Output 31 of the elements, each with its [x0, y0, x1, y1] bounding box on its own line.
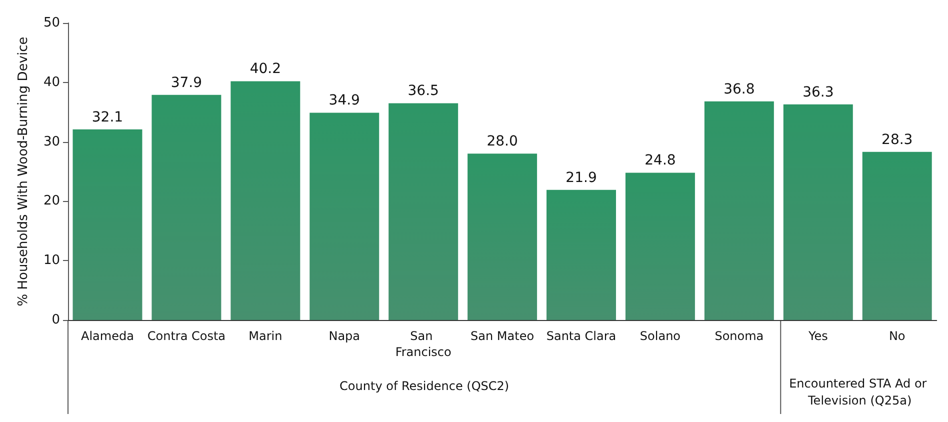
x-tick-label: San Mateo — [470, 329, 534, 343]
text: County of Residence (QSC2) — [340, 379, 510, 393]
data-label: 37.9 — [170, 74, 202, 91]
data-label: 36.8 — [724, 81, 755, 98]
y-tick-label: 30 — [43, 134, 60, 150]
x-tick-label: San Francisco — [395, 329, 452, 359]
data-label: 36.5 — [408, 83, 439, 100]
x-tick-label: Marin — [248, 329, 282, 343]
y-axis-title: % Households With Wood-Burning Device — [16, 36, 31, 306]
text: Encountered STA Ad or Television (Q25a) — [789, 376, 931, 408]
x-tick-label: Sonoma — [714, 329, 764, 343]
data-label: 40.2 — [250, 61, 281, 78]
x-tick-label: Napa — [328, 329, 360, 343]
x-tick-label: Yes — [807, 329, 828, 343]
data-label: 32.1 — [92, 109, 124, 126]
data-label: 36.3 — [802, 84, 834, 100]
data-label: 28.3 — [882, 132, 913, 148]
data-label: 28.0 — [486, 134, 518, 150]
x-tick-label: Contra Costa — [147, 329, 226, 343]
data-label: 21.9 — [566, 170, 597, 186]
x-tick-label: Solano — [640, 329, 681, 343]
x-tick-label: Alameda — [81, 329, 134, 343]
y-tick-label: 20 — [43, 194, 60, 209]
x-tick-label: No — [888, 329, 906, 343]
y-tick-label: 40 — [43, 74, 60, 90]
y-tick-label: 10 — [43, 253, 60, 268]
y-tick-label: 0 — [52, 312, 60, 328]
y-tick-label: 50 — [43, 16, 60, 30]
data-label: 34.9 — [328, 92, 360, 109]
data-label: 24.8 — [644, 152, 676, 169]
x-tick-label: Santa Clara — [546, 329, 616, 343]
